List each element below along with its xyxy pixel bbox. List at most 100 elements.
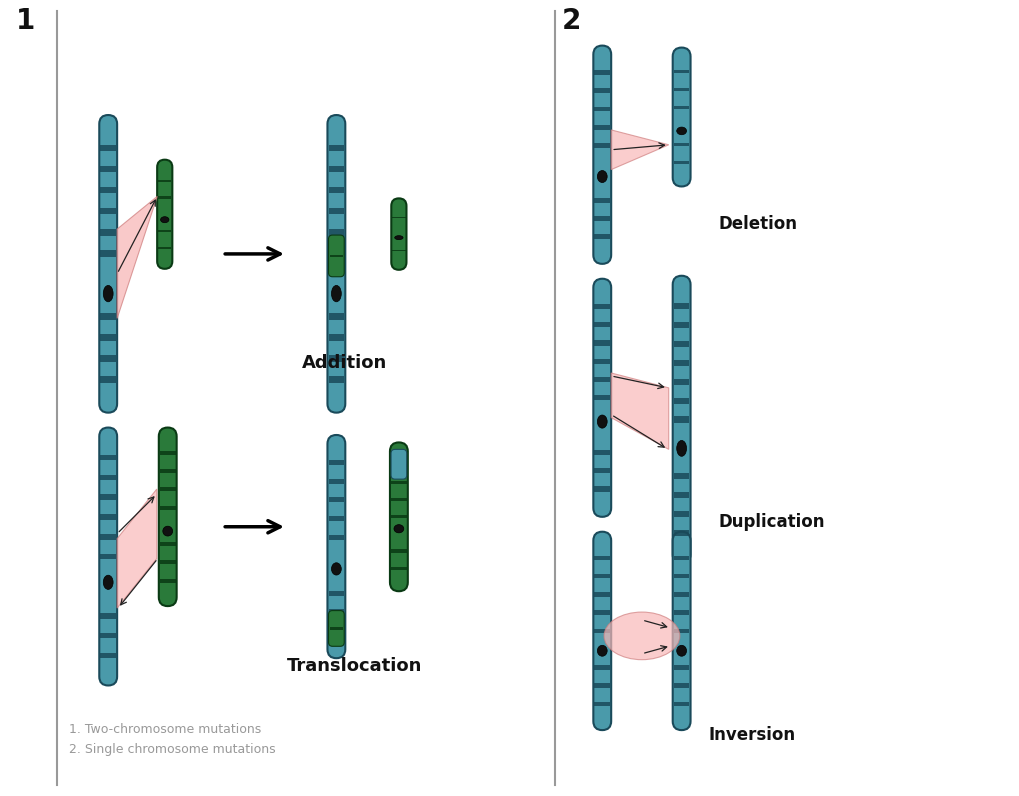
Bar — [674, 88, 690, 92]
Bar — [392, 217, 406, 218]
Bar — [328, 610, 344, 615]
Bar — [594, 377, 610, 382]
Bar — [594, 684, 610, 688]
Bar — [594, 574, 610, 579]
Ellipse shape — [103, 576, 113, 589]
Bar — [674, 592, 690, 596]
Bar — [100, 250, 116, 256]
Bar — [674, 511, 690, 517]
Bar — [328, 334, 344, 341]
Bar — [594, 304, 610, 309]
Bar — [100, 208, 116, 214]
Bar — [100, 554, 116, 560]
Polygon shape — [117, 197, 157, 318]
Text: 2. Single chromosome mutations: 2. Single chromosome mutations — [68, 743, 275, 756]
Ellipse shape — [331, 563, 341, 575]
FancyBboxPatch shape — [391, 198, 407, 270]
Bar — [594, 611, 610, 615]
FancyBboxPatch shape — [157, 160, 172, 269]
Bar — [100, 455, 116, 460]
Text: Duplication: Duplication — [718, 513, 824, 531]
Ellipse shape — [161, 217, 169, 223]
Text: 2: 2 — [561, 6, 581, 35]
Bar — [594, 125, 610, 130]
FancyBboxPatch shape — [328, 611, 344, 646]
Bar — [328, 460, 344, 465]
Bar — [160, 542, 175, 546]
Bar — [674, 702, 690, 706]
Bar — [100, 514, 116, 520]
Bar — [329, 255, 343, 257]
FancyBboxPatch shape — [391, 450, 407, 479]
Bar — [100, 534, 116, 540]
Bar — [594, 143, 610, 148]
Bar — [158, 197, 171, 199]
Bar — [100, 229, 116, 236]
Bar — [674, 379, 690, 385]
Bar — [328, 478, 344, 484]
Bar — [594, 486, 610, 492]
Bar — [328, 208, 344, 214]
Ellipse shape — [597, 170, 607, 182]
Bar — [391, 549, 407, 552]
Text: 1: 1 — [16, 6, 36, 35]
Bar — [328, 628, 344, 633]
Bar — [674, 492, 690, 498]
Bar — [328, 516, 344, 521]
Bar — [328, 591, 344, 595]
Bar — [674, 665, 690, 669]
Ellipse shape — [604, 612, 680, 660]
Bar — [674, 322, 690, 328]
Bar — [594, 341, 610, 345]
Ellipse shape — [394, 525, 404, 533]
Bar — [392, 250, 406, 252]
Ellipse shape — [394, 236, 404, 240]
Bar — [674, 556, 690, 560]
Ellipse shape — [331, 286, 341, 302]
Bar — [594, 235, 610, 240]
Bar — [158, 230, 171, 232]
Bar — [674, 161, 690, 164]
Bar — [160, 487, 175, 491]
Bar — [158, 247, 171, 249]
Ellipse shape — [597, 415, 607, 428]
Bar — [328, 498, 344, 502]
FancyBboxPatch shape — [99, 115, 117, 412]
FancyBboxPatch shape — [159, 427, 176, 606]
Bar — [391, 498, 407, 501]
Polygon shape — [117, 489, 157, 608]
Text: Inversion: Inversion — [708, 726, 796, 744]
Bar — [100, 377, 116, 383]
Bar — [329, 627, 343, 630]
Bar — [100, 334, 116, 341]
Bar — [594, 629, 610, 633]
FancyBboxPatch shape — [673, 275, 691, 564]
Bar — [100, 633, 116, 638]
Bar — [594, 592, 610, 596]
Bar — [391, 515, 407, 518]
FancyBboxPatch shape — [673, 532, 691, 730]
FancyBboxPatch shape — [673, 48, 691, 186]
FancyBboxPatch shape — [328, 235, 344, 277]
Bar — [160, 469, 175, 473]
Bar — [594, 198, 610, 203]
Bar — [674, 397, 690, 404]
Bar — [674, 629, 690, 633]
Bar — [594, 359, 610, 364]
FancyBboxPatch shape — [99, 427, 117, 685]
FancyBboxPatch shape — [327, 435, 345, 658]
Bar — [328, 535, 344, 540]
Bar — [594, 665, 610, 669]
FancyBboxPatch shape — [327, 115, 345, 412]
Polygon shape — [611, 373, 668, 450]
FancyBboxPatch shape — [593, 532, 611, 730]
Bar — [594, 468, 610, 474]
Bar — [100, 166, 116, 173]
Bar — [674, 530, 690, 537]
Bar — [674, 107, 690, 109]
Ellipse shape — [163, 526, 172, 536]
Bar — [674, 70, 690, 73]
Text: Translocation: Translocation — [286, 657, 422, 674]
Bar — [674, 473, 690, 479]
Bar — [100, 474, 116, 480]
